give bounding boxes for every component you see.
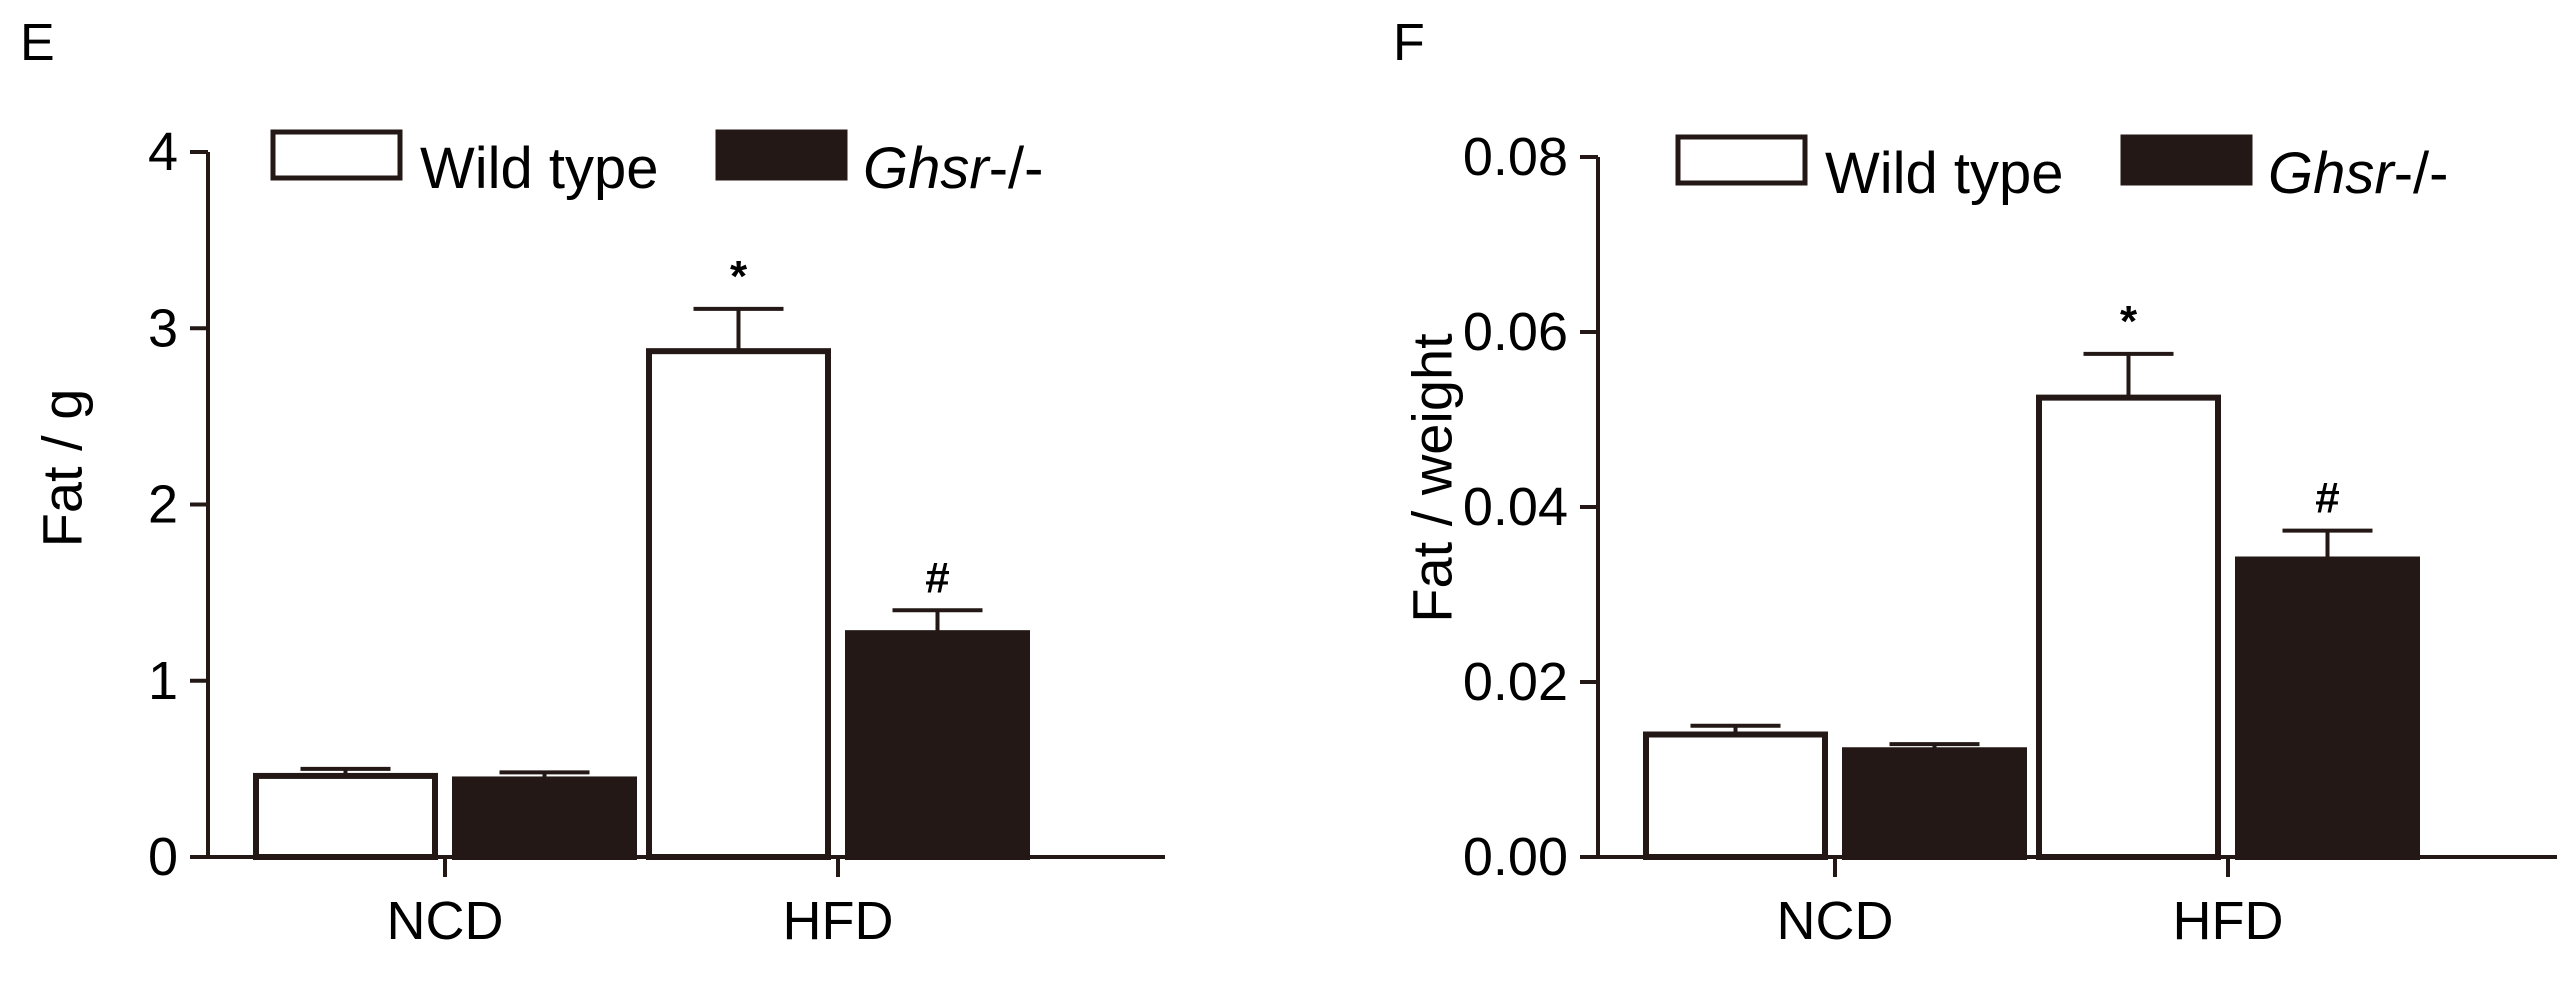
bar-wild-type [646,348,831,860]
significance-marker: # [2315,474,2339,523]
legend-label-text: Wild type [1825,141,2064,206]
significance-marker: * [730,252,748,301]
legend-label: Ghsr-/- [2268,141,2448,206]
significance-marker: # [925,553,949,602]
panel-e: E Fat / g 0 1 2 3 4 NCD HFD * # Wild type Ghsr-/- [20,14,1165,951]
legend-label-suffix: -/- [2394,141,2449,206]
legend-swatch [1675,134,1808,186]
panel-label: F [1393,14,1425,72]
panel-label: E [20,14,55,72]
y-tick-label: 4 [148,122,178,182]
bar-ghsr-knockout [845,630,1030,860]
y-axis-label: Fat / weight [1401,333,1464,623]
y-tick-label: 0.04 [1463,477,1568,537]
legend-label: Ghsr-/- [863,136,1043,201]
y-tick-label: 3 [148,298,178,358]
bar-ghsr-knockout [1842,747,2027,860]
legend-swatch [2120,134,2253,186]
y-axis-label: Fat / g [31,389,94,548]
y-tick-label: 0.02 [1463,652,1568,712]
y-tick-label: 0.00 [1463,827,1568,887]
bar-wild-type [2036,394,2221,860]
legend-label-italic: Ghsr [863,136,991,201]
bar-ghsr-knockout [2235,556,2420,860]
legend-label-italic: Ghsr [2268,141,2396,206]
y-tick-label: 1 [148,651,178,711]
legend-label-suffix: -/- [989,136,1044,201]
y-tick-label: 0.08 [1463,127,1568,187]
legend-label: Wild type [1825,141,2064,206]
x-tick-label: NCD [387,891,504,951]
y-tick-label: 0 [148,827,178,887]
legend-swatch [270,129,403,181]
x-tick-label: HFD [783,891,894,951]
bar-wild-type [253,772,438,860]
panel-f: F Fat / weight 0.00 0.02 0.04 0.06 0.08 NCD HFD *… [1393,14,2557,951]
bar-ghsr-knockout [452,776,637,861]
legend-label: Wild type [420,136,659,201]
bar-wild-type [1643,731,1828,860]
x-tick-label: NCD [1777,891,1894,951]
y-tick-label: 2 [148,475,178,535]
legend-label-text: Wild type [420,136,659,201]
significance-marker: * [2120,297,2138,346]
legend-swatch [715,129,848,181]
x-tick-label: HFD [2173,891,2284,951]
y-tick-label: 0.06 [1463,302,1568,362]
